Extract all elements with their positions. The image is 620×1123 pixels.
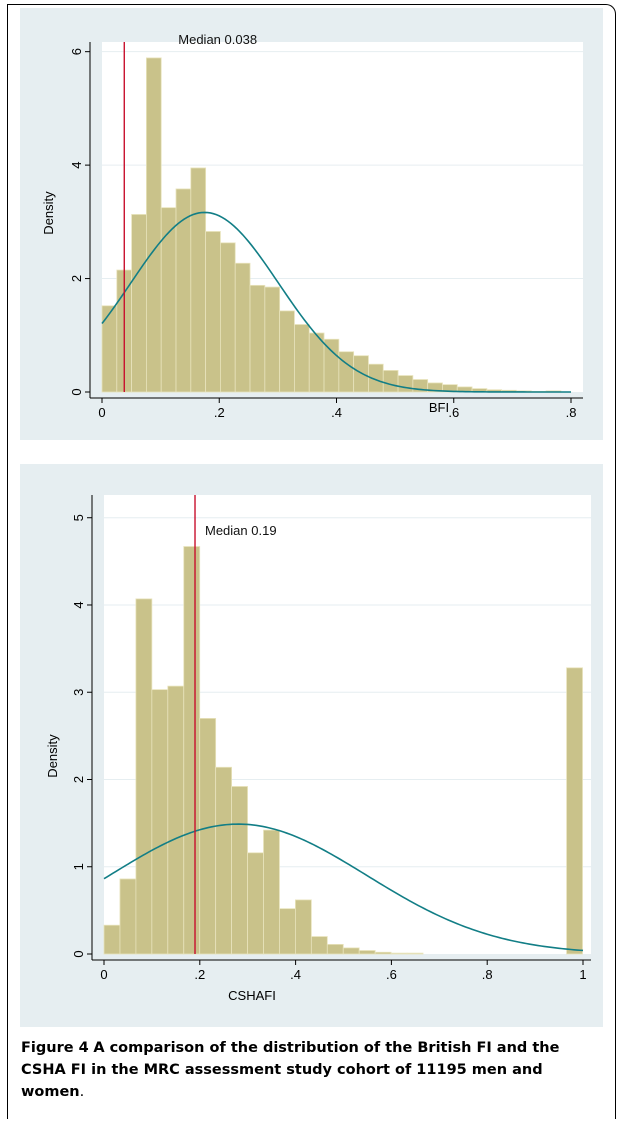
histogram-bar <box>131 214 147 393</box>
x-tick-label: 1 <box>579 967 586 982</box>
histogram-bar <box>264 286 281 393</box>
y-tick-label: 4 <box>69 161 84 168</box>
histogram-bar <box>338 351 355 393</box>
y-tick-label: 6 <box>69 48 84 55</box>
histogram-bar <box>167 685 185 955</box>
median-label: Median 0.038 <box>178 32 257 47</box>
y-tick-label: 5 <box>71 514 86 521</box>
caption-text: A comparison of the distribution of the … <box>21 1040 560 1100</box>
histogram-bar <box>295 899 312 955</box>
histogram-bar <box>247 852 264 955</box>
histogram-bar <box>220 242 236 393</box>
bfi-histogram-chart: Median 0.038 0 2 4 6 0 .2 .4 .6 .8 Density BFI <box>41 32 583 420</box>
histogram-bar <box>183 546 201 955</box>
figure-caption: Figure 4 A comparison of the distributio… <box>21 1037 601 1103</box>
histogram-bar <box>190 167 207 393</box>
y-tick-label: 0 <box>69 388 84 395</box>
x-tick-label: .6 <box>448 405 459 420</box>
median-label: Median 0.19 <box>205 523 277 538</box>
histogram-bar <box>374 951 392 955</box>
normal-density-curve <box>101 211 571 393</box>
histogram-bar <box>205 231 221 393</box>
histogram-bar <box>566 667 583 955</box>
figure-frame <box>7 4 616 1119</box>
histogram-bar <box>103 924 121 955</box>
normal-density-curve <box>103 823 584 952</box>
chart-panel-cshafi: Median 0.19 0 1 2 3 4 5 0 .2 .4 .6 .8 1 Density CSHAFI <box>20 464 603 1027</box>
cshafi-histogram-chart: Median 0.19 0 1 2 3 4 5 0 .2 .4 .6 .8 1 Density CSHAFI <box>45 495 591 1003</box>
caption-end: . <box>79 1084 85 1100</box>
y-axis-title: Density <box>41 191 56 235</box>
histogram-bar <box>390 952 408 955</box>
x-tick-label: .8 <box>482 967 493 982</box>
histogram-bar <box>101 305 118 393</box>
figure-label: Figure 4 <box>21 1040 89 1056</box>
histogram-bar <box>326 944 344 955</box>
histogram-bar <box>146 57 162 393</box>
y-tick-label: 1 <box>71 863 86 870</box>
histogram-bar <box>279 310 295 393</box>
x-axis-title: BFI <box>429 400 449 415</box>
histogram-bar <box>397 375 414 393</box>
x-tick-label: .6 <box>386 967 397 982</box>
x-tick-label: .4 <box>331 405 342 420</box>
histogram-bar <box>135 598 153 955</box>
x-tick-label: .2 <box>194 967 205 982</box>
histogram-bar <box>358 950 376 955</box>
histogram-bar <box>353 355 369 393</box>
y-tick-label: 4 <box>71 601 86 608</box>
histogram-bar <box>342 947 360 955</box>
y-axis-title: Density <box>45 734 60 778</box>
histogram-bar <box>294 324 310 393</box>
x-tick-label: 0 <box>100 967 107 982</box>
histogram-bar <box>119 878 137 955</box>
y-tick-label: 2 <box>69 275 84 282</box>
x-tick-label: .2 <box>214 405 225 420</box>
y-tick-label: 0 <box>71 950 86 957</box>
histogram-bar <box>310 936 328 955</box>
x-axis-title: CSHAFI <box>228 988 276 1003</box>
chart-panel-bfi: Median 0.038 0 2 4 6 0 .2 .4 .6 .8 Density BFI <box>20 8 603 440</box>
histogram-bar <box>151 689 169 955</box>
histogram-bar <box>263 829 280 955</box>
histogram-bar <box>215 766 233 955</box>
x-tick-label: .8 <box>566 405 577 420</box>
y-tick-label: 3 <box>71 689 86 696</box>
histogram-bar <box>199 718 217 955</box>
x-tick-label: .4 <box>290 967 301 982</box>
x-tick-label: 0 <box>98 405 105 420</box>
histogram-bar <box>160 207 177 393</box>
histogram-bar <box>323 338 340 393</box>
y-tick-label: 2 <box>71 776 86 783</box>
histogram-bar <box>231 786 248 955</box>
histogram-bar <box>234 262 251 393</box>
histogram-bar <box>406 952 424 955</box>
histogram-bar <box>382 370 399 393</box>
histogram-bar <box>279 908 296 955</box>
histogram-bar <box>249 284 266 393</box>
